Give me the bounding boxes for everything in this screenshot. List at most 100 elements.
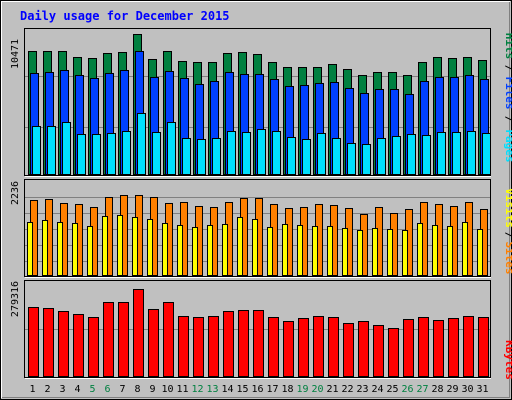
y-max-label: 279316 xyxy=(10,281,21,317)
bar-visits-day-31 xyxy=(477,229,483,276)
bar-visits-day-9 xyxy=(147,219,153,276)
bar-kbytes-day-18 xyxy=(283,321,294,377)
x-axis-day-labels: 1 2 3 4 5 6 7 8 9 10 11 12 13 14 15 16 17 18 19 20 21 22 23 24 2… xyxy=(29,384,488,395)
x-tick-label: 31 xyxy=(476,384,488,395)
bar-visits-day-6 xyxy=(102,216,108,276)
x-tick-label: 30 xyxy=(461,384,473,395)
panel-bars xyxy=(28,34,491,175)
x-tick-label: 22 xyxy=(341,384,353,395)
bar-kbytes-day-29 xyxy=(448,318,459,377)
bar-pages-day-10 xyxy=(167,122,176,175)
chart-title: Daily usage for December 2015 xyxy=(20,9,230,23)
bar-kbytes-day-2 xyxy=(43,308,54,377)
bar-pages-day-19 xyxy=(302,139,311,175)
bar-kbytes-day-20 xyxy=(313,316,324,377)
bar-pages-day-13 xyxy=(212,138,221,175)
bar-kbytes-day-13 xyxy=(208,316,219,377)
legend-right: KBytes xyxy=(503,340,512,380)
bar-pages-day-26 xyxy=(407,134,416,175)
x-tick-label: 17 xyxy=(266,384,278,395)
bar-visits-day-8 xyxy=(132,217,138,276)
bar-kbytes-day-27 xyxy=(418,317,429,377)
bar-kbytes-day-8 xyxy=(133,289,144,377)
bar-pages-day-22 xyxy=(347,143,356,175)
x-tick-label: 5 xyxy=(89,384,95,395)
bar-visits-day-20 xyxy=(312,226,318,276)
bar-kbytes-day-25 xyxy=(388,328,399,377)
legend-hits: Hits xyxy=(503,33,512,60)
x-tick-label: 24 xyxy=(371,384,383,395)
legend-sep-1: / xyxy=(503,116,512,123)
bar-visits-day-10 xyxy=(162,223,168,276)
x-tick-label: 28 xyxy=(431,384,443,395)
bar-pages-day-16 xyxy=(257,129,266,175)
bar-visits-day-15 xyxy=(237,217,243,276)
x-tick-label: 10 xyxy=(161,384,173,395)
bar-visits-day-27 xyxy=(417,223,423,276)
bar-kbytes-day-3 xyxy=(58,311,69,377)
x-tick-label: 29 xyxy=(446,384,458,395)
bar-pages-day-11 xyxy=(182,138,191,175)
bar-visits-day-23 xyxy=(357,230,363,276)
bar-pages-day-31 xyxy=(482,133,491,175)
bar-kbytes-day-22 xyxy=(343,323,354,377)
bar-kbytes-day-30 xyxy=(463,316,474,377)
bar-kbytes-day-6 xyxy=(103,302,114,377)
bar-pages-day-6 xyxy=(107,133,116,175)
bar-visits-day-18 xyxy=(282,224,288,276)
bar-visits-day-1 xyxy=(27,222,33,276)
bar-kbytes-day-11 xyxy=(178,316,189,377)
x-tick-label: 3 xyxy=(59,384,65,395)
panel-bars xyxy=(28,289,489,377)
bar-visits-day-13 xyxy=(207,225,213,276)
bar-visits-day-24 xyxy=(372,228,378,276)
x-tick-label: 4 xyxy=(74,384,80,395)
x-tick-label: 1 xyxy=(29,384,35,395)
x-tick-label: 23 xyxy=(356,384,368,395)
bar-visits-day-21 xyxy=(327,226,333,276)
x-tick-label: 21 xyxy=(326,384,338,395)
panel-frame xyxy=(24,28,491,176)
bar-pages-day-30 xyxy=(467,131,476,175)
legend-sep: / xyxy=(503,232,512,239)
bar-kbytes-day-26 xyxy=(403,319,414,377)
x-tick-label: 8 xyxy=(134,384,140,395)
bar-kbytes-day-4 xyxy=(73,314,84,377)
bar-kbytes-day-24 xyxy=(373,325,384,377)
bar-visits-day-14 xyxy=(222,224,228,276)
x-tick-label: 27 xyxy=(416,384,428,395)
bar-pages-day-24 xyxy=(377,138,386,175)
bar-kbytes-day-7 xyxy=(118,302,129,377)
x-tick-label: 11 xyxy=(176,384,188,395)
bar-kbytes-day-1 xyxy=(28,307,39,377)
bar-pages-day-1 xyxy=(32,126,41,175)
bar-visits-day-7 xyxy=(117,215,123,276)
bar-pages-day-25 xyxy=(392,136,401,175)
bar-pages-day-4 xyxy=(77,134,86,175)
bar-pages-day-23 xyxy=(362,144,371,175)
bar-pages-day-14 xyxy=(227,131,236,175)
bar-pages-day-15 xyxy=(242,132,251,175)
bar-pages-day-12 xyxy=(197,139,206,175)
bar-kbytes-day-5 xyxy=(88,317,99,377)
x-tick-label: 15 xyxy=(236,384,248,395)
y-max-label: 10471 xyxy=(10,39,21,69)
bar-kbytes-day-15 xyxy=(238,310,249,377)
x-tick-label: 20 xyxy=(311,384,323,395)
x-tick-label: 25 xyxy=(386,384,398,395)
x-tick-label: 6 xyxy=(104,384,110,395)
legend-pages: Pages xyxy=(503,129,512,162)
bar-pages-day-8 xyxy=(137,113,146,175)
x-tick-label: 18 xyxy=(281,384,293,395)
bar-kbytes-day-28 xyxy=(433,320,444,377)
bar-pages-day-28 xyxy=(437,132,446,175)
bar-kbytes-day-21 xyxy=(328,317,339,377)
bar-kbytes-day-10 xyxy=(163,302,174,377)
bar-pages-day-5 xyxy=(92,134,101,175)
x-tick-label: 12 xyxy=(191,384,203,395)
bar-kbytes-day-31 xyxy=(478,317,489,377)
bar-kbytes-day-19 xyxy=(298,318,309,377)
bar-visits-day-28 xyxy=(432,225,438,276)
bar-pages-day-7 xyxy=(122,131,131,175)
